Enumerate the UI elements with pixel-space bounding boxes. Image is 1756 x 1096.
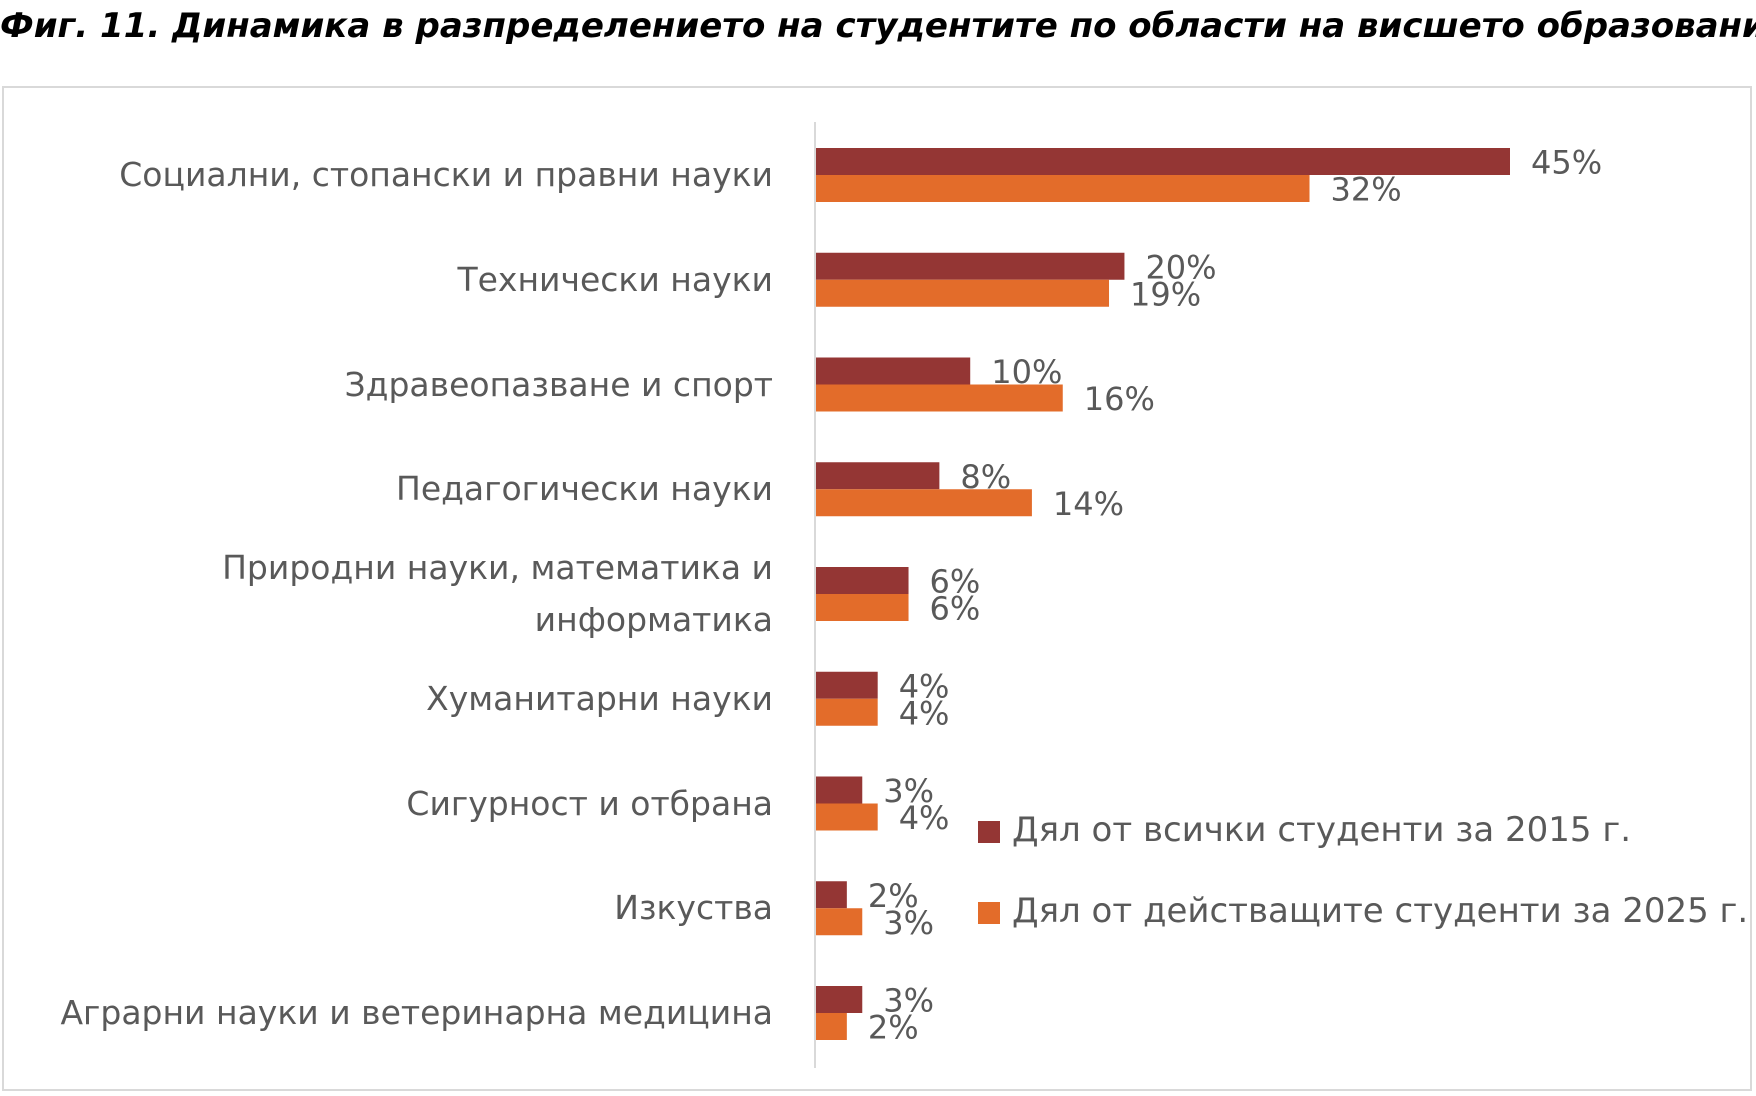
data-label-2025: 4%: [899, 799, 950, 837]
data-label-2015: 45%: [1531, 144, 1602, 182]
legend-label-2025: Дял от действащите студенти за 2025 г.: [1012, 891, 1749, 931]
bar-2025: [816, 384, 1063, 412]
data-label-2025: 19%: [1130, 275, 1201, 313]
category-label: Сигурност и отбрана: [406, 783, 773, 823]
legend-label-2015: Дял от всички студенти за 2015 г.: [1012, 810, 1632, 850]
bar-2025: [816, 698, 878, 726]
bar-2015: [816, 148, 1510, 175]
category-label: Природни науки, математика и информатика: [222, 548, 773, 639]
bar-2015: [816, 252, 1125, 280]
bar-2015: [816, 776, 863, 804]
bar-2015: [816, 881, 847, 909]
data-label-2025: 14%: [1053, 485, 1124, 523]
legend-item-2015: Дял от всички студенти за 2015 г.: [978, 810, 1631, 850]
data-label-2025: 16%: [1084, 380, 1155, 418]
category-label: Социални, стопански и правни науки: [119, 155, 773, 194]
bar-2025: [816, 175, 1310, 202]
category-label: Здравеопазване и спорт: [344, 364, 773, 404]
bar-2025: [816, 908, 863, 936]
category-label: Аграрни науки и ветеринарна медицина: [60, 993, 773, 1032]
data-label-2015: 20%: [1145, 248, 1216, 286]
data-label-2025: 6%: [930, 590, 981, 628]
data-label-2015: 6%: [930, 563, 981, 601]
bar-2015: [816, 986, 863, 1013]
data-label-2025: 4%: [899, 694, 950, 732]
bar-2015: [816, 357, 971, 385]
data-label-2015: 3%: [883, 982, 934, 1020]
bar-2025: [816, 489, 1032, 517]
legend-item-2025: Дял от действащите студенти за 2025 г.: [978, 891, 1748, 931]
data-label-2015: 2%: [868, 877, 919, 915]
category-label: Технически науки: [457, 259, 773, 299]
bar-2015: [816, 462, 940, 490]
bar-2025: [816, 803, 878, 831]
category-label: Хуманитарни науки: [426, 678, 773, 718]
legend-swatch-2025: [978, 901, 1000, 924]
bar-2015: [816, 671, 878, 699]
data-label-2025: 2%: [868, 1009, 919, 1047]
bar-2025: [816, 1013, 847, 1040]
category-label: Педагогически науки: [396, 469, 773, 509]
data-label-2025: 32%: [1331, 171, 1402, 209]
page-title: Фиг. 11. Динамика в разпределението на с…: [0, 6, 1756, 46]
data-label-2025: 3%: [883, 904, 934, 942]
bar-2015: [816, 567, 909, 594]
bar-2025: [816, 594, 909, 621]
legend-swatch-2015: [978, 820, 1000, 843]
data-label-2015: 3%: [883, 772, 934, 810]
category-label: Изкуства: [614, 888, 773, 928]
bar-2025: [816, 279, 1110, 307]
data-label-2015: 4%: [899, 667, 950, 705]
